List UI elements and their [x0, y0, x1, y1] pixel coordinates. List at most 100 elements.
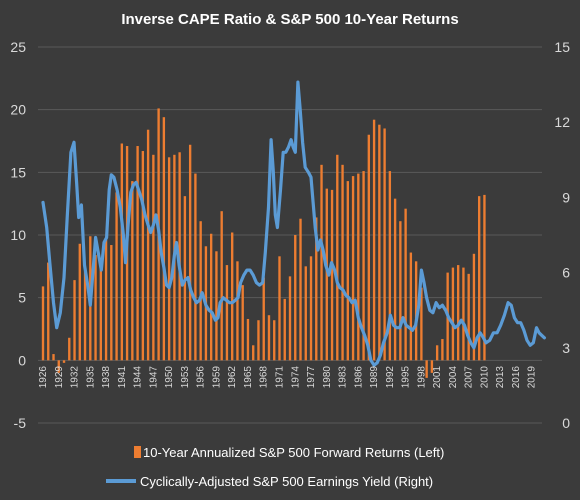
bar: [52, 354, 55, 361]
bar: [467, 273, 470, 361]
bar: [141, 151, 145, 361]
x-tick-label: 2004: [448, 366, 459, 389]
left-tick-label: -5: [14, 415, 27, 431]
x-tick-label: 1989: [369, 366, 380, 389]
bar: [47, 262, 50, 361]
bar: [315, 217, 318, 361]
bar: [267, 315, 271, 361]
bar: [257, 320, 260, 361]
x-tick-label: 1974: [290, 366, 301, 389]
bar: [215, 251, 218, 361]
bar: [362, 171, 365, 361]
bar: [167, 157, 171, 361]
x-tick-label: 1992: [385, 366, 396, 389]
bar: [199, 221, 202, 361]
x-tick-label: 1995: [401, 366, 412, 389]
bar: [409, 252, 413, 361]
bar: [383, 128, 386, 361]
x-tick-label: 1929: [54, 366, 65, 389]
bar: [236, 261, 239, 361]
bar: [336, 154, 339, 361]
bar: [188, 144, 192, 361]
bar: [115, 192, 118, 361]
bar: [209, 233, 213, 361]
x-tick-label: 2019: [527, 366, 538, 389]
bar: [99, 265, 102, 361]
bar: [472, 253, 476, 361]
bar: [73, 280, 76, 361]
bar: [367, 134, 371, 361]
legend: 10-Year Annualized S&P 500 Forward Retur…: [106, 445, 444, 489]
right-tick-label: 6: [562, 265, 570, 281]
x-tick-label: 1986: [353, 366, 364, 389]
bar: [372, 119, 376, 361]
x-tick-label: 1938: [101, 366, 112, 389]
earnings-yield-line: [41, 80, 546, 367]
bar: [288, 276, 292, 361]
legend-bar-swatch: [134, 446, 141, 458]
bar: [357, 173, 360, 361]
bar: [425, 360, 428, 378]
bar: [451, 267, 455, 361]
bar: [399, 221, 402, 361]
x-tick-label: 2013: [495, 366, 506, 389]
right-tick-label: 12: [554, 114, 570, 130]
bar: [136, 146, 139, 361]
bar: [283, 298, 286, 361]
bar: [414, 261, 418, 361]
legend-bar-label: 10-Year Annualized S&P 500 Forward Retur…: [143, 445, 444, 460]
bar: [62, 360, 66, 363]
x-tick-label: 1944: [133, 366, 144, 389]
bar: [246, 318, 250, 361]
x-tick-label: 1956: [196, 366, 207, 389]
bar: [341, 164, 344, 361]
bar: [225, 265, 229, 361]
bar: [146, 129, 150, 361]
bar: [252, 345, 255, 361]
bar: [57, 360, 60, 373]
bar: [325, 188, 328, 361]
bar: [351, 176, 355, 361]
x-tick-label: 1926: [38, 366, 49, 389]
x-tick-label: 1935: [85, 366, 96, 389]
bar: [131, 181, 134, 361]
x-tick-label: 1953: [180, 366, 191, 389]
bar: [104, 240, 108, 361]
bar: [262, 277, 265, 361]
bar: [404, 208, 407, 361]
x-tick-label: 1977: [306, 366, 317, 389]
right-tick-label: 9: [562, 189, 570, 205]
x-tick-label: 1980: [322, 366, 333, 389]
left-tick-label: 10: [10, 227, 26, 243]
bar: [299, 218, 302, 361]
bar: [194, 173, 197, 361]
x-tick-label: 1965: [243, 366, 254, 389]
bar: [120, 143, 124, 361]
bar: [231, 232, 234, 361]
bar: [78, 243, 81, 361]
x-tick-label: 1968: [259, 366, 270, 389]
bar: [41, 286, 45, 361]
x-axis: 1926 1929 1932 1935 1938 1941 1944 1947 1950 1953…: [38, 366, 538, 389]
left-tick-label: 5: [18, 290, 26, 306]
bar: [241, 285, 244, 361]
x-tick-label: 1941: [117, 366, 128, 389]
left-tick-label: 25: [10, 39, 26, 55]
bar: [462, 267, 465, 361]
bar: [478, 196, 481, 361]
x-tick-label: 1932: [70, 366, 81, 389]
bar: [388, 171, 392, 361]
bar: [483, 194, 486, 361]
bar: [420, 287, 423, 361]
bar: [393, 198, 397, 361]
bar: [68, 337, 71, 361]
x-tick-label: 1998: [416, 366, 427, 389]
right-tick-label: 15: [554, 39, 570, 55]
left-tick-label: 0: [18, 352, 26, 368]
bar: [278, 256, 281, 361]
bar: [346, 181, 349, 361]
x-tick-label: 1947: [148, 366, 159, 389]
x-tick-label: 1950: [164, 366, 175, 389]
